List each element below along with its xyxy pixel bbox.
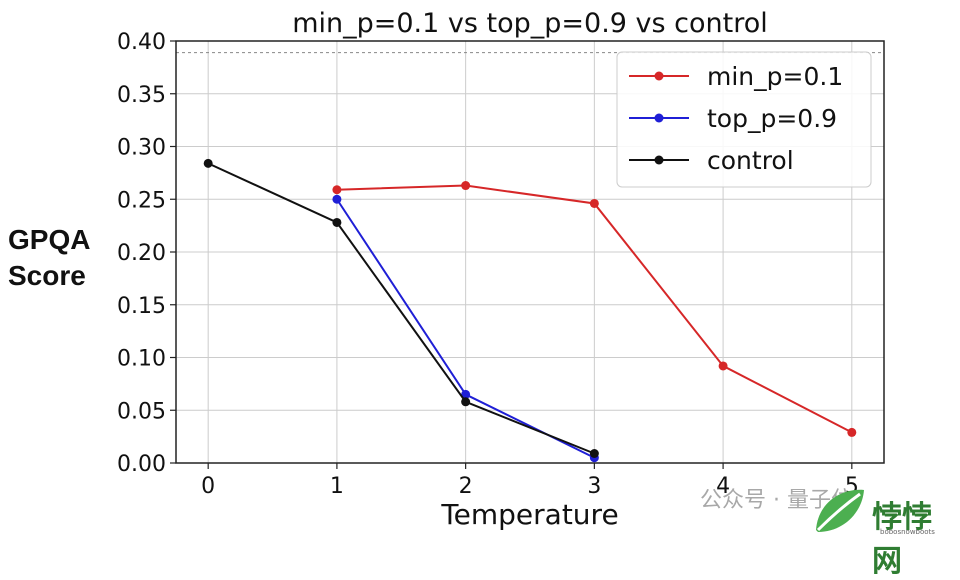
y-axis-label: GPQA Score <box>8 222 90 294</box>
data-point-min-p-0-1 <box>718 361 728 371</box>
legend-swatch-marker <box>654 113 664 123</box>
y-tick-label: 0.05 <box>117 399 166 424</box>
y-ticks: 0.00 0.05 0.10 0.15 0.20 0.25 0.30 0.35 0.40 <box>117 30 176 477</box>
y-tick-label: 0.15 <box>117 294 166 319</box>
y-tick-label: 0.25 <box>117 188 166 213</box>
x-axis-label: Temperature <box>440 498 618 531</box>
y-tick-label: 0.00 <box>117 452 166 477</box>
y-tick-label: 0.40 <box>117 30 166 55</box>
series-line-control <box>207 162 595 455</box>
legend-swatch-marker <box>654 155 664 165</box>
y-tick-label: 0.30 <box>117 136 166 161</box>
x-tick-label: 4 <box>716 474 730 499</box>
chart-title: min_p=0.1 vs top_p=0.9 vs control <box>292 8 768 39</box>
watermark-logo-text: 悖悖网 <box>872 500 932 579</box>
x-tick-label: 2 <box>459 474 473 499</box>
data-point-top-p-0-9 <box>332 194 342 204</box>
data-point-control <box>589 449 599 459</box>
y-tick-label: 0.35 <box>117 83 166 108</box>
legend-box <box>616 51 872 188</box>
data-point-control <box>461 397 471 407</box>
data-point-min-p-0-1 <box>461 181 471 191</box>
series-group <box>203 158 857 463</box>
data-point-top-p-0-9 <box>461 389 471 399</box>
data-point-control <box>332 217 342 227</box>
legend-swatch-marker <box>654 71 664 81</box>
y-tick-label: 0.10 <box>117 347 166 372</box>
leaf-logo-icon <box>816 489 864 532</box>
y-axis-label-line-1: GPQA <box>8 224 91 255</box>
y-axis-label-line-2: Score <box>8 260 86 291</box>
watermark-logo-sub: bobosnowboots <box>880 528 935 536</box>
data-point-min-p-0-1 <box>847 427 857 437</box>
y-tick-label: 0.20 <box>117 241 166 266</box>
grid <box>176 40 884 464</box>
data-point-min-p-0-1 <box>332 185 342 195</box>
legend-label: top_p=0.9 <box>707 104 837 133</box>
x-tick-label: 0 <box>201 474 215 499</box>
legend-label: min_p=0.1 <box>707 62 843 91</box>
data-point-control <box>203 158 213 168</box>
legend-label: control <box>707 146 794 175</box>
chart: min_p=0.1 vs top_p=0.9 vs control 0.000.… <box>117 8 885 531</box>
x-tick-label: 3 <box>587 474 601 499</box>
data-point-min-p-0-1 <box>589 198 599 208</box>
x-tick-label: 1 <box>330 474 344 499</box>
